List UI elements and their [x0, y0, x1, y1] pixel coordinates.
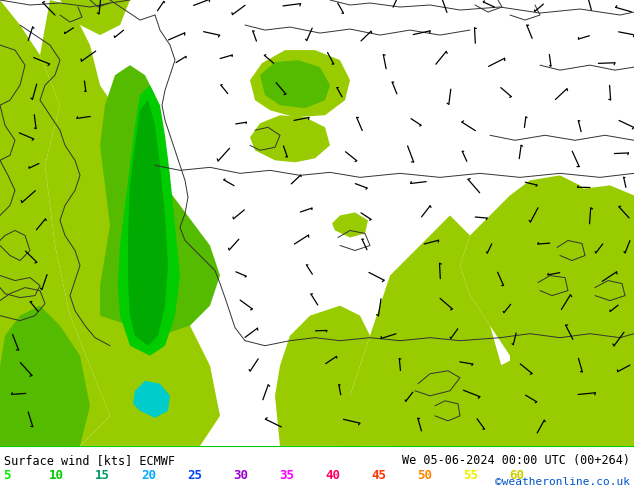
Polygon shape [390, 336, 634, 446]
Polygon shape [0, 0, 110, 446]
Text: 20: 20 [141, 469, 156, 483]
Polygon shape [128, 100, 168, 346]
Text: 15: 15 [95, 469, 110, 483]
Text: 30: 30 [233, 469, 248, 483]
Text: 60: 60 [509, 469, 524, 483]
Text: 5: 5 [3, 469, 11, 483]
Polygon shape [0, 306, 90, 446]
Polygon shape [250, 50, 350, 117]
Polygon shape [332, 213, 368, 238]
Text: 45: 45 [371, 469, 386, 483]
Text: 50: 50 [417, 469, 432, 483]
Text: 55: 55 [463, 469, 478, 483]
Polygon shape [60, 0, 130, 35]
Polygon shape [580, 281, 634, 336]
Polygon shape [275, 306, 370, 446]
Polygon shape [260, 60, 330, 108]
Polygon shape [118, 85, 180, 356]
Text: ©weatheronline.co.uk: ©weatheronline.co.uk [495, 477, 630, 487]
Polygon shape [460, 175, 634, 446]
Polygon shape [250, 115, 330, 162]
Text: 25: 25 [187, 469, 202, 483]
Polygon shape [100, 65, 220, 336]
Text: 35: 35 [279, 469, 294, 483]
Text: 40: 40 [325, 469, 340, 483]
Polygon shape [133, 381, 170, 418]
Text: 10: 10 [49, 469, 64, 483]
Polygon shape [545, 185, 634, 261]
Polygon shape [40, 0, 220, 446]
Text: Surface wind [kts] ECMWF: Surface wind [kts] ECMWF [4, 454, 175, 467]
Text: We 05-06-2024 00:00 UTC (00+264): We 05-06-2024 00:00 UTC (00+264) [402, 454, 630, 467]
Polygon shape [340, 216, 510, 446]
